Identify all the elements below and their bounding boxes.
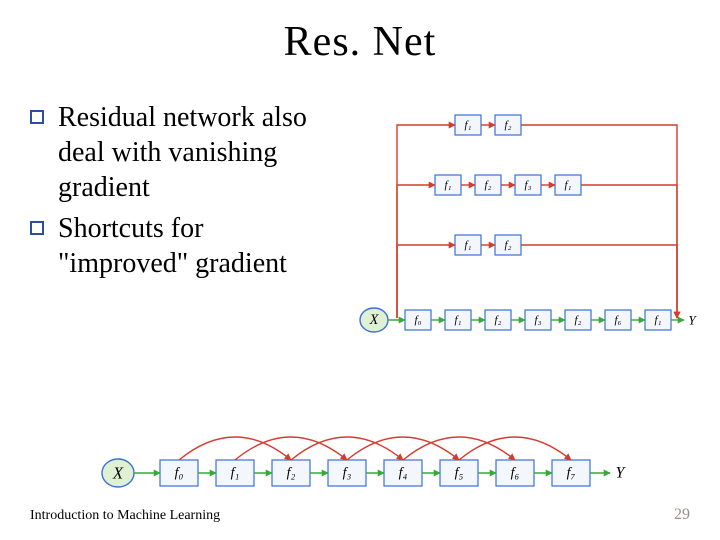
- svg-text:f₂: f₂: [495, 314, 502, 326]
- svg-text:f₀: f₀: [175, 466, 184, 481]
- svg-text:f₁: f₁: [565, 179, 572, 191]
- svg-text:f₃: f₃: [525, 179, 532, 191]
- svg-text:f₆: f₆: [511, 466, 520, 481]
- svg-text:Y: Y: [616, 465, 627, 482]
- svg-text:f₅: f₅: [455, 466, 464, 481]
- slide-title: Res. Net: [0, 18, 720, 66]
- svg-text:f₁: f₁: [231, 466, 240, 481]
- svg-text:f₀: f₀: [415, 314, 422, 326]
- slide: Res. Net Residual network also deal with…: [0, 0, 720, 540]
- svg-text:f₃: f₃: [343, 466, 352, 481]
- svg-text:X: X: [112, 464, 124, 483]
- svg-text:f₂: f₂: [575, 314, 582, 326]
- square-icon: [30, 110, 44, 124]
- page-number: 29: [674, 506, 690, 524]
- diagram-bottom: Xf₀ f₁ f₂ f₃ f₄ f₅ f₆ f₇ Y: [90, 390, 650, 490]
- bullet-item: Residual network also deal with vanishin…: [30, 100, 340, 205]
- svg-text:f₂: f₂: [505, 119, 512, 131]
- svg-text:f₇: f₇: [567, 466, 576, 481]
- svg-text:f₂: f₂: [485, 179, 492, 191]
- svg-text:f₃: f₃: [535, 314, 542, 326]
- svg-text:f₄: f₄: [399, 466, 408, 481]
- svg-text:f₁: f₁: [455, 314, 462, 326]
- svg-text:f₂: f₂: [505, 239, 512, 251]
- svg-text:f₂: f₂: [287, 466, 296, 481]
- diagram-right: Xf₀ f₁ f₂ f₃ f₂ f₆ f₁ Yf₁ f₂ f₁ f₂ f₃ f₁ f₁ f₂: [350, 90, 710, 345]
- svg-text:X: X: [369, 312, 380, 328]
- bullet-item: Shortcuts for "improved" gradient: [30, 211, 340, 281]
- bullet-text: Residual network also deal with vanishin…: [58, 102, 307, 203]
- bullet-text: Shortcuts for "improved" gradient: [58, 213, 287, 279]
- svg-text:f₁: f₁: [465, 239, 472, 251]
- bullet-list: Residual network also deal with vanishin…: [30, 100, 340, 287]
- square-icon: [30, 221, 44, 235]
- svg-text:f₁: f₁: [465, 119, 472, 131]
- network-diagram-bottom: Xf₀ f₁ f₂ f₃ f₄ f₅ f₆ f₇ Y: [90, 390, 650, 490]
- footer-text: Introduction to Machine Learning: [30, 508, 220, 524]
- svg-text:f₁: f₁: [445, 179, 452, 191]
- network-diagram-right: Xf₀ f₁ f₂ f₃ f₂ f₆ f₁ Yf₁ f₂ f₁ f₂ f₃ f₁ f₁ f₂: [350, 90, 710, 345]
- svg-text:f₆: f₆: [615, 314, 622, 326]
- svg-text:Y: Y: [688, 313, 697, 328]
- svg-text:f₁: f₁: [655, 314, 662, 326]
